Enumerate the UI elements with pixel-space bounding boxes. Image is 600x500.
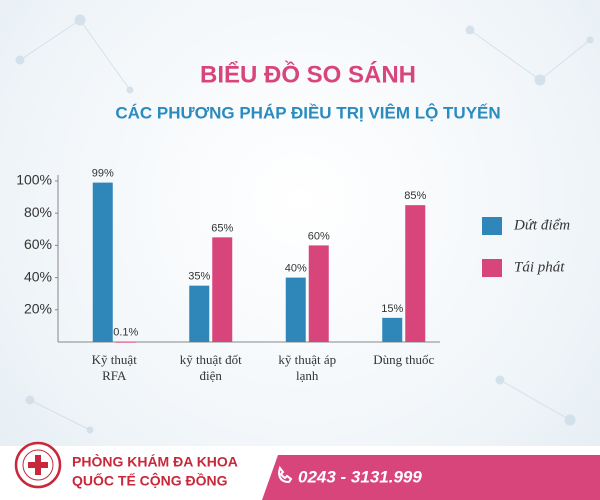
bar [212,237,233,342]
value-label: 65% [211,222,233,234]
background-network [15,14,594,434]
clinic-name: QUỐC TẾ CỘNG ĐỒNG [72,472,228,489]
value-label: 0.1% [113,327,138,339]
legend-label: Dứt điểm [513,217,570,233]
bar [189,285,210,342]
legend-label: Tái phát [514,259,565,275]
y-tick-label: 100% [16,172,52,188]
y-tick-label: 60% [24,236,52,252]
x-tick-label: kỹ thuật áp lạnh [278,352,337,383]
bar [92,182,113,342]
bar [115,341,136,343]
phone-icon [277,465,293,484]
legend-swatch [482,217,502,235]
bar [285,277,306,342]
value-label: 35% [188,271,210,283]
chart-title: BIỂU ĐỒ SO SÁNH [200,60,416,88]
x-tick-label: kỹ thuật đốt điện [179,352,242,383]
phone-banner [262,455,600,500]
value-label: 99% [92,168,114,180]
chart-subtitle: CÁC PHƯƠNG PHÁP ĐIỀU TRỊ VIÊM LỘ TUYẾN [115,103,500,122]
y-tick-label: 80% [24,204,52,220]
bar [308,245,329,342]
y-tick-label: 20% [24,301,52,317]
bar [382,317,403,342]
value-label: 85% [404,190,426,202]
phone-number[interactable]: 0243 - 3131.999 [298,467,422,486]
bar [405,205,426,342]
x-tick-label: Kỹ thuật RFA [91,352,137,383]
y-tick-label: 40% [24,268,52,284]
x-tick-label: Dùng thuốc [373,352,435,367]
value-label: 40% [285,263,307,275]
value-label: 15% [381,303,403,315]
clinic-name: PHÒNG KHÁM ĐA KHOA [72,453,238,470]
clinic-logo [14,441,62,489]
value-label: 60% [308,230,330,242]
legend-swatch [482,259,502,277]
